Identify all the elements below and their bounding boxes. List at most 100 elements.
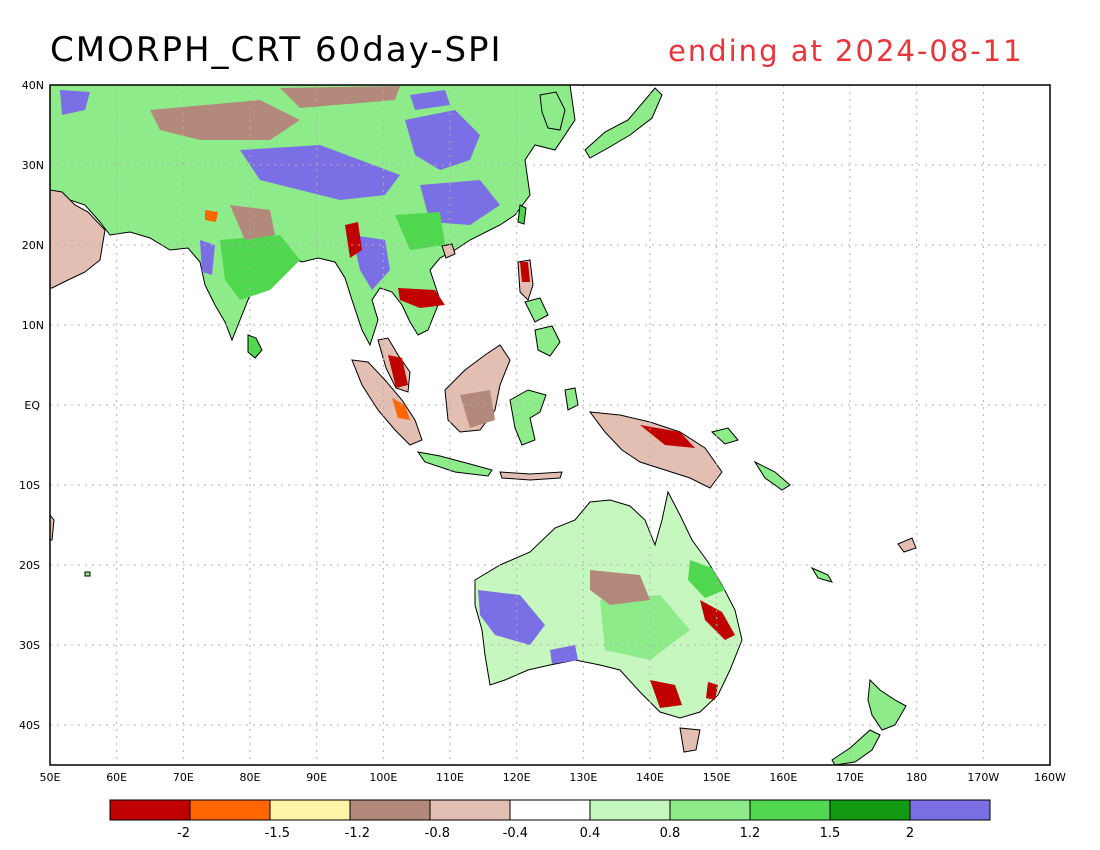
land-japan [584, 87, 663, 159]
land-lesser-sunda [499, 471, 563, 481]
lon-label: 50E [40, 771, 61, 784]
lon-label: 160E [769, 771, 797, 784]
land-taiwan [517, 204, 527, 225]
colorbar [109, 799, 991, 821]
spi-wet-northwest [60, 90, 90, 115]
spi-severe-burma [345, 222, 362, 258]
land-bismarck [710, 427, 739, 445]
land-mauritius [84, 571, 91, 577]
land-sumatra [351, 359, 423, 446]
colorbar-label: -1.5 [265, 826, 290, 841]
spi-moist-india [220, 235, 300, 300]
spi-dry-himalaya [150, 100, 300, 140]
colorbar-label: 1.5 [820, 826, 841, 841]
land-korea [539, 91, 566, 131]
spi-dry-central-aus [590, 570, 650, 605]
land-srilanka [247, 334, 263, 359]
lon-axis: 50E 60E 70E 80E 90E 100E 110E 120E 130E … [40, 771, 1067, 784]
lon-label: 100E [369, 771, 397, 784]
spi-moist-mid-aus [600, 595, 690, 660]
lon-label: 90E [306, 771, 327, 784]
lon-label: 170E [836, 771, 864, 784]
spi-severe-se-aus [706, 682, 718, 700]
lat-label: 40S [19, 719, 40, 732]
land-java [416, 451, 493, 477]
colorbar-label: -0.4 [503, 826, 528, 841]
land-tasmania [679, 727, 701, 753]
spi-severe-thai [398, 288, 445, 308]
lon-label: 160W [1034, 771, 1066, 784]
land-philippines-mindanao [534, 325, 561, 357]
spi-severe-png [640, 425, 695, 448]
spi-severe-sumatra [392, 398, 410, 420]
lat-label: 30S [19, 639, 40, 652]
spi-severe-malay [388, 355, 408, 388]
colorbar-label: 2 [906, 826, 914, 841]
colorbar-swatch [109, 799, 191, 821]
colorbar-label: 1.2 [740, 826, 761, 841]
colorbar-label: 0.4 [580, 826, 601, 841]
lon-label: 170W [967, 771, 999, 784]
lon-label: 150E [703, 771, 731, 784]
lon-label: 120E [503, 771, 531, 784]
colorbar-swatch [269, 799, 351, 821]
lat-label: 10N [22, 319, 44, 332]
colorbar-label: 0.8 [660, 826, 681, 841]
spi-wet-tibet [240, 145, 400, 200]
map-frame [49, 84, 1051, 766]
spi-dry-borneo [460, 390, 495, 428]
land-madagascar [50, 514, 55, 541]
lat-label: 10S [19, 479, 40, 492]
land-philippines-visayas [524, 297, 549, 323]
lat-label: 20S [19, 559, 40, 572]
spi-wet-north-asia [410, 90, 450, 110]
lon-label: 60E [106, 771, 127, 784]
spi-moist-indochina [395, 212, 445, 250]
lat-label: EQ [24, 399, 40, 412]
land-nz-south [831, 729, 881, 765]
land-new-caledonia [810, 566, 834, 583]
land-new-guinea [588, 411, 723, 489]
colorbar-swatch [349, 799, 431, 821]
spi-dry-india [230, 205, 275, 240]
colorbar-swatch [909, 799, 991, 821]
map-subtitle: ending at 2024-08-11 [668, 34, 1024, 68]
colorbar-swatch [589, 799, 671, 821]
colorbar-label: -1.2 [345, 826, 370, 841]
spi-wet-sa [550, 645, 578, 664]
land-fiji [897, 537, 917, 553]
land-arabia [50, 189, 106, 289]
lat-axis: 40N 30N 20N 10N EQ 10S 20S 30S 40S [19, 79, 44, 732]
colorbar-label: -0.8 [425, 826, 450, 841]
spi-wet-india-west [200, 240, 215, 275]
colorbar-swatch [189, 799, 271, 821]
colorbar-swatch [429, 799, 511, 821]
lat-label: 30N [22, 159, 44, 172]
lon-label: 110E [436, 771, 464, 784]
colorbar-swatch [509, 799, 591, 821]
map-title: CMORPH_CRT 60day-SPI [50, 30, 503, 70]
land-layer [50, 85, 917, 765]
land-asia [50, 85, 576, 347]
spi-wet-wa [478, 590, 545, 645]
lon-label: 140E [636, 771, 664, 784]
lon-label: 70E [173, 771, 194, 784]
spi-severe-luzon [520, 262, 530, 282]
lat-label: 20N [22, 239, 44, 252]
land-hainan [441, 243, 456, 259]
lon-label: 180 [906, 771, 927, 784]
lat-label: 40N [22, 79, 44, 92]
spi-severe-east-aus [700, 600, 735, 640]
colorbar-swatch [829, 799, 911, 821]
colorbar-labels: -2 -1.5 -1.2 -0.8 -0.4 0.4 0.8 1.2 1.5 2 [177, 826, 914, 841]
land-nz-north [867, 678, 907, 731]
land-sulawesi [509, 389, 547, 446]
colorbar-label: -2 [177, 826, 190, 841]
spi-severe-victoria [650, 680, 682, 708]
spi-moist-east-aus [688, 560, 725, 598]
land-maluku [564, 387, 579, 411]
lon-label: 130E [569, 771, 597, 784]
land-borneo [444, 344, 511, 433]
